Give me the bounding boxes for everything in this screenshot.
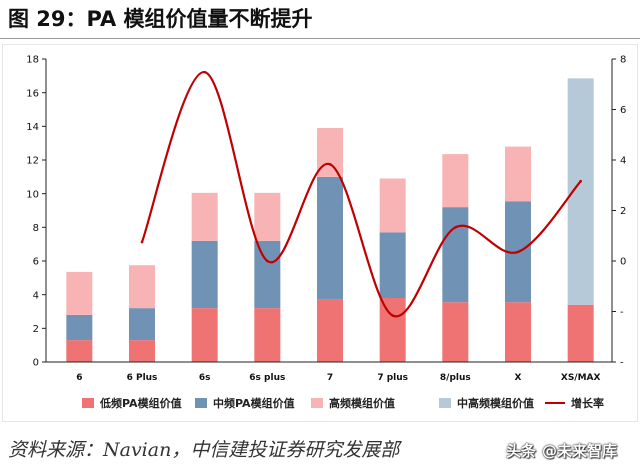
right-y-tick-label: - xyxy=(620,358,624,369)
growth-rate-point-8 xyxy=(579,179,582,183)
title-divider xyxy=(0,38,640,39)
legend-item-low-band-pa: 低频PA模组价值 xyxy=(82,396,182,410)
watermark-account: @未来智库 xyxy=(542,442,618,460)
figure-title: 图 29：PA 模组价值量不断提升 xyxy=(8,7,313,31)
low-band-pa-bar-0 xyxy=(66,340,93,362)
left-y-tick-label: 6 xyxy=(33,257,39,268)
low-band-pa-bar-3 xyxy=(254,308,281,362)
x-tick-label: X xyxy=(515,373,522,383)
mid-band-pa-bar-5 xyxy=(379,232,406,299)
right-y-tick-label: 4 xyxy=(620,156,626,167)
low-band-pa-bar-2 xyxy=(191,308,218,362)
x-tick-label: 6s plus xyxy=(249,373,285,383)
legend-item-mid-high-band: 中高频模组价值 xyxy=(439,396,534,410)
high-band-bar-5 xyxy=(379,178,406,233)
legend-item-mid-band-pa: 中频PA模组价值 xyxy=(195,396,295,410)
legend-swatch-growth-rate xyxy=(545,402,565,404)
left-y-tick-label: 12 xyxy=(26,156,39,167)
high-band-bar-4 xyxy=(317,128,343,177)
x-axis-labels: 6 6 Plus 6s 6s plus 7 7 plus 8/plus X XS/MAX xyxy=(76,373,600,383)
x-tick-label: 6 xyxy=(76,373,82,383)
watermark-brand: 头条 xyxy=(506,442,537,460)
left-y-tick-label: 10 xyxy=(26,189,39,200)
growth-rate-point-5 xyxy=(391,314,394,317)
right-y-tick-label: 6 xyxy=(620,105,626,116)
right-y-axis: 8 6 4 2 0 - - xyxy=(612,55,626,369)
high-band-bar-6 xyxy=(442,154,469,208)
watermark: 头条 @未来智库 xyxy=(506,440,617,461)
right-y-tick-label: 8 xyxy=(620,55,626,66)
growth-rate-series xyxy=(140,70,582,318)
left-y-tick-label: 14 xyxy=(26,122,39,133)
left-y-axis: 0 2 4 6 8 10 12 14 16 18 xyxy=(26,55,46,369)
x-tick-label: 7 plus xyxy=(377,373,408,383)
growth-rate-point-4 xyxy=(328,162,332,166)
growth-rate-point-7 xyxy=(516,250,520,254)
legend-swatch-low-band-pa xyxy=(82,398,94,408)
growth-rate-point-1 xyxy=(140,240,144,244)
mid-band-pa-bar-1 xyxy=(129,308,155,341)
low-band-pa-bar-8 xyxy=(567,304,594,362)
legend-label-mid-band-pa: 中频PA模组价值 xyxy=(213,397,295,410)
legend-label-mid-high-band: 中高频模组价值 xyxy=(457,397,534,410)
growth-rate-point-2 xyxy=(203,70,206,74)
low-band-pa-bar-6 xyxy=(442,302,469,362)
left-y-tick-label: 16 xyxy=(26,88,39,99)
legend-item-high-band: 高频模组价值 xyxy=(311,396,395,410)
low-band-pa-bar-1 xyxy=(129,340,155,362)
left-y-tick-label: 2 xyxy=(33,324,39,335)
legend-label-growth-rate: 增长率 xyxy=(571,397,604,410)
left-y-tick-label: 4 xyxy=(33,290,39,301)
x-tick-label: 8/plus xyxy=(440,373,471,383)
left-y-tick-label: 0 xyxy=(33,358,39,369)
right-y-tick-label: - xyxy=(620,307,624,318)
growth-rate-point-3 xyxy=(266,259,269,263)
legend-swatch-mid-high-band xyxy=(439,398,451,408)
low-band-pa-bar-7 xyxy=(505,302,531,362)
mid-band-pa-bar-4 xyxy=(317,176,343,300)
x-tick-label: 6 Plus xyxy=(127,373,158,383)
x-tick-label: 6s xyxy=(199,373,211,383)
legend-label-low-band-pa: 低频PA模组价值 xyxy=(100,397,182,410)
low-band-pa-bar-5 xyxy=(379,298,406,362)
mid-band-pa-bar-6 xyxy=(442,207,469,303)
legend-swatch-mid-band-pa xyxy=(195,398,207,408)
high-band-bar-7 xyxy=(505,146,531,202)
chart-frame xyxy=(2,44,638,422)
mid-band-pa-bar-2 xyxy=(191,240,218,309)
mid-band-pa-bar-0 xyxy=(66,314,93,341)
right-y-tick-label: 0 xyxy=(620,257,626,268)
low-band-pa-bar-4 xyxy=(317,299,343,362)
bar-stacks xyxy=(66,78,594,362)
high-band-bar-2 xyxy=(191,192,218,241)
legend-label-high-band: 高频模组价值 xyxy=(329,397,395,410)
x-tick-label: 7 xyxy=(327,373,333,383)
source-note: 资料来源：Navian，中信建投证券研究发展部 xyxy=(8,439,400,461)
growth-rate-point-6 xyxy=(454,226,457,229)
left-y-tick-label: 18 xyxy=(26,55,39,66)
left-y-tick-label: 8 xyxy=(33,223,39,234)
high-band-bar-3 xyxy=(254,192,281,241)
legend-swatch-high-band xyxy=(311,398,323,408)
x-tick-label: XS/MAX xyxy=(561,373,601,383)
high-band-bar-0 xyxy=(66,271,93,315)
right-y-tick-label: 2 xyxy=(620,206,626,217)
legend-item-growth-rate: 增长率 xyxy=(545,396,604,410)
mid-band-pa-bar-3 xyxy=(254,240,281,309)
high-band-bar-1 xyxy=(129,265,155,309)
